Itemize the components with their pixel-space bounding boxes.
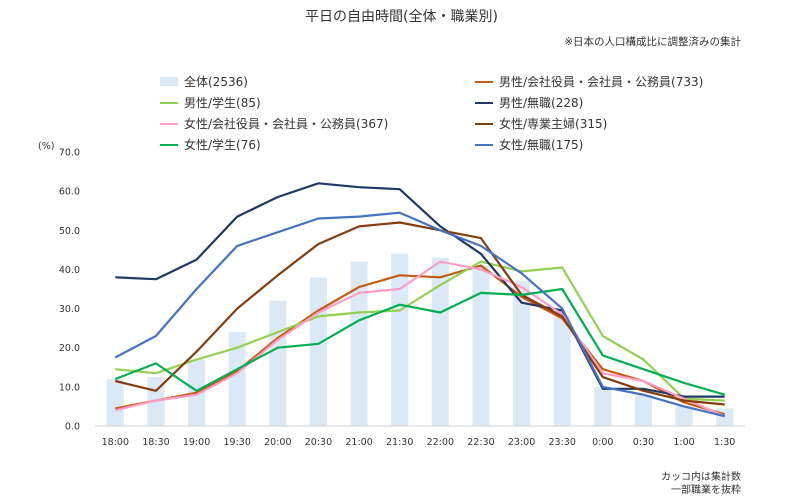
bar-overall	[391, 253, 409, 426]
legend-entry: 女性/専業主婦(315)	[475, 115, 607, 132]
series-line-3	[115, 182, 725, 398]
x-tick-label: 19:00	[183, 437, 210, 448]
x-tick-label: 0:30	[633, 437, 654, 448]
x-tick-label: 1:00	[673, 437, 694, 448]
bar-overall	[513, 281, 531, 426]
legend-swatch	[160, 101, 178, 104]
legend-entry: 男性/学生(85)	[160, 94, 261, 111]
y-tick-label: 20.0	[59, 343, 80, 354]
legend-entry: 女性/学生(76)	[160, 136, 261, 153]
legend-label: 女性/会社役員・会社員・公務員(367)	[184, 117, 389, 131]
series-line-2	[115, 260, 725, 402]
legend-label: 男性/無職(228)	[499, 96, 584, 110]
y-tick-label: 50.0	[59, 226, 80, 237]
bar-overall	[431, 257, 449, 426]
x-tick-label: 21:00	[345, 437, 372, 448]
legend-label: 女性/無職(175)	[499, 138, 584, 152]
chart-subtitle: ※日本の人口構成比に調整済みの集計	[564, 36, 741, 48]
x-tick-label: 19:30	[223, 437, 250, 448]
note-sample-size: カッコ内は集計数	[661, 472, 741, 483]
legend-swatch	[475, 80, 493, 83]
series-line-5	[115, 221, 725, 406]
legend-entry: 女性/無職(175)	[475, 136, 583, 153]
x-tick-label: 20:30	[305, 437, 332, 448]
legend-entry: 男性/会社役員・会社員・公務員(733)	[475, 73, 703, 90]
legend-swatch	[160, 122, 178, 125]
x-tick-label: 18:00	[102, 437, 129, 448]
legend-label: 全体(2536)	[184, 75, 248, 89]
bar-overall	[594, 386, 612, 426]
series-line-4	[115, 260, 726, 418]
x-tick-label: 0:00	[592, 437, 613, 448]
chart-title: 平日の自由時間(全体・職業別)	[305, 9, 498, 25]
bar-overall	[675, 406, 693, 426]
legend-swatch	[475, 101, 493, 104]
x-tick-label: 23:30	[548, 437, 575, 448]
y-tick-label: 10.0	[59, 382, 80, 393]
y-tick-label: 0.0	[65, 422, 80, 433]
x-tick-label: 23:00	[508, 437, 535, 448]
y-tick-label: 70.0	[59, 148, 80, 159]
legend-label: 男性/会社役員・会社員・公務員(733)	[499, 75, 704, 89]
legend-entry: 男性/無職(228)	[475, 94, 583, 111]
legend-swatch	[160, 77, 178, 86]
legend-entry: 全体(2536)	[160, 73, 248, 90]
x-tick-label: 1:30	[714, 437, 735, 448]
x-tick-label: 21:30	[386, 437, 413, 448]
x-tick-label: 22:30	[467, 437, 494, 448]
bar-overall	[472, 265, 490, 426]
legend-swatch	[475, 122, 493, 125]
legend-label: 女性/学生(76)	[184, 138, 261, 152]
series-line-7	[114, 211, 725, 418]
legend-label: 女性/専業主婦(315)	[499, 117, 608, 131]
y-tick-label: 40.0	[59, 265, 80, 276]
y-tick-label: 30.0	[59, 304, 80, 315]
bar-overall	[634, 394, 652, 426]
bar-overall	[106, 379, 124, 426]
note-excerpt: 一部職業を抜粋	[671, 485, 741, 496]
legend-entry: 女性/会社役員・会社員・公務員(367)	[160, 115, 388, 132]
x-tick-label: 18:30	[142, 437, 169, 448]
legend-swatch	[160, 143, 178, 146]
x-tick-label: 22:00	[427, 437, 454, 448]
bar-overall	[269, 300, 287, 426]
bar-overall	[228, 332, 246, 426]
y-tick-label: 60.0	[59, 187, 80, 198]
x-tick-label: 20:00	[264, 437, 291, 448]
bar-overall	[716, 408, 734, 426]
y-axis-label: (%)	[38, 141, 54, 152]
legend-label: 男性/学生(85)	[184, 96, 261, 110]
bar-overall	[553, 316, 571, 426]
bar-overall	[309, 277, 327, 426]
bar-overall	[350, 261, 368, 426]
series-line-6	[114, 287, 726, 396]
legend-swatch	[475, 143, 493, 146]
